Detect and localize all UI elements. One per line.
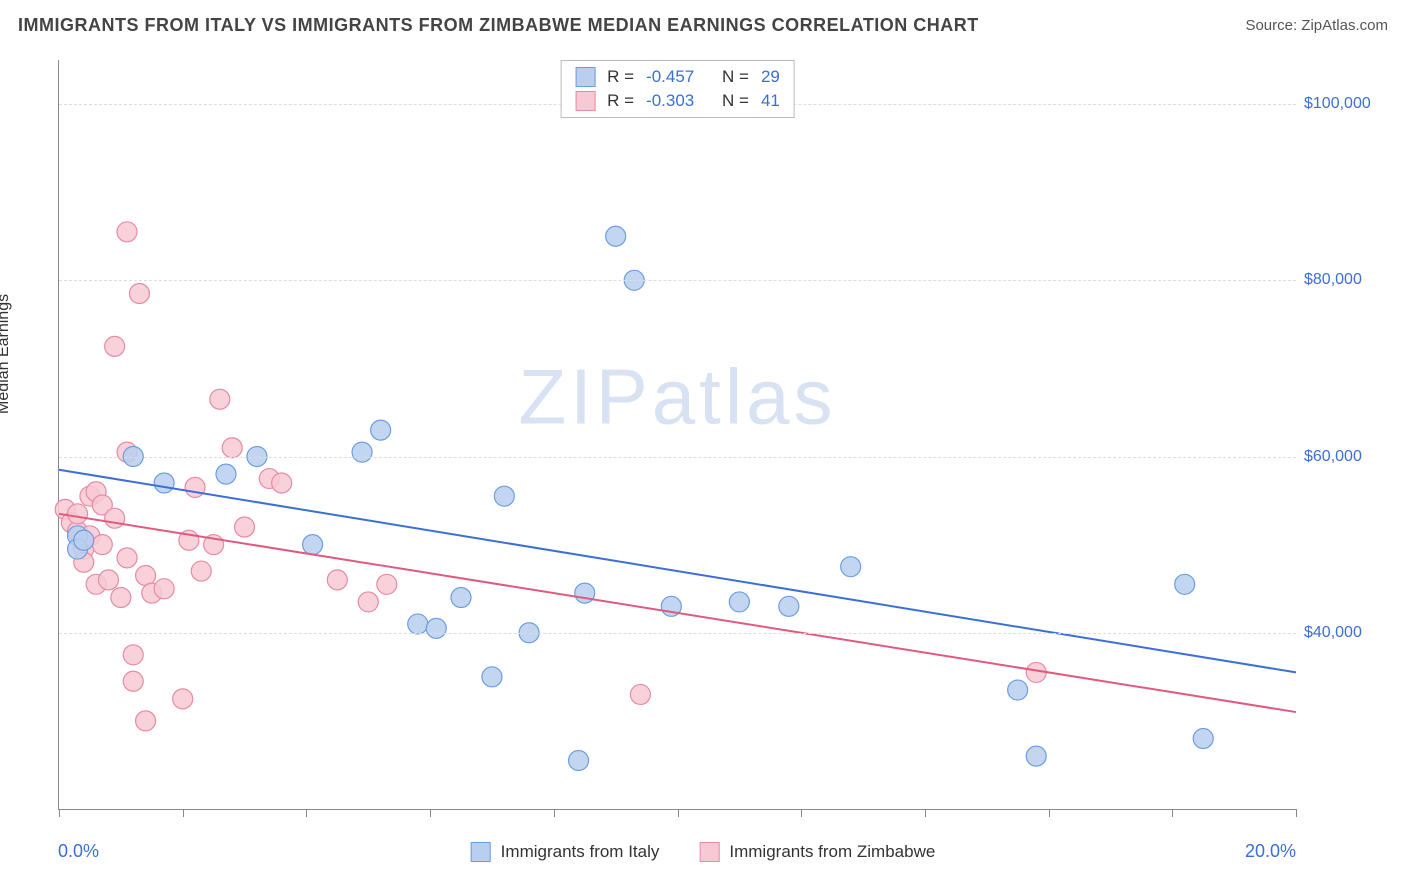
x-tick: [1172, 809, 1173, 817]
stat-r-label: R =: [607, 91, 634, 111]
scatter-point: [74, 530, 94, 550]
scatter-point: [494, 486, 514, 506]
scatter-point: [154, 579, 174, 599]
legend-swatch: [575, 67, 595, 87]
x-axis-min-label: 0.0%: [58, 841, 99, 862]
scatter-point: [105, 336, 125, 356]
y-tick-label: $60,000: [1304, 448, 1384, 466]
stat-r-value: -0.457: [646, 67, 710, 87]
gridline: [59, 457, 1296, 458]
x-tick: [1296, 809, 1297, 817]
x-axis-max-label: 20.0%: [1245, 841, 1296, 862]
scatter-point: [606, 226, 626, 246]
x-tick: [183, 809, 184, 817]
stat-r-value: -0.303: [646, 91, 710, 111]
legend-label: Immigrants from Italy: [501, 842, 660, 862]
regression-line: [59, 514, 1296, 712]
legend-label: Immigrants from Zimbabwe: [729, 842, 935, 862]
x-tick: [1049, 809, 1050, 817]
scatter-point: [377, 574, 397, 594]
scatter-point: [1008, 680, 1028, 700]
x-tick: [59, 809, 60, 817]
scatter-point: [117, 222, 137, 242]
scatter-point: [154, 473, 174, 493]
scatter-point: [303, 535, 323, 555]
y-tick-label: $40,000: [1304, 624, 1384, 642]
scatter-point: [222, 438, 242, 458]
scatter-point: [729, 592, 749, 612]
scatter-point: [123, 671, 143, 691]
scatter-point: [191, 561, 211, 581]
scatter-point: [173, 689, 193, 709]
scatter-point: [111, 588, 131, 608]
scatter-point: [92, 535, 112, 555]
scatter-point: [327, 570, 347, 590]
x-tick: [801, 809, 802, 817]
scatter-point: [136, 565, 156, 585]
legend-swatch: [575, 91, 595, 111]
y-axis-label: Median Earnings: [0, 294, 13, 414]
source-attribution: Source: ZipAtlas.com: [1245, 17, 1388, 34]
scatter-point: [185, 477, 205, 497]
scatter-point: [1193, 729, 1213, 749]
x-tick: [430, 809, 431, 817]
scatter-point: [98, 570, 118, 590]
scatter-point: [841, 557, 861, 577]
regression-line: [59, 470, 1296, 673]
svg-layer: [59, 60, 1296, 809]
x-tick: [925, 809, 926, 817]
stat-r-label: R =: [607, 67, 634, 87]
scatter-point: [1175, 574, 1195, 594]
scatter-point: [482, 667, 502, 687]
scatter-point: [136, 711, 156, 731]
scatter-point: [779, 596, 799, 616]
plot-area: ZIPatlas R =-0.457N =29R =-0.303N =41 $4…: [58, 60, 1296, 810]
scatter-point: [451, 588, 471, 608]
legend-swatch: [471, 842, 491, 862]
series-legend: Immigrants from Italy Immigrants from Zim…: [471, 842, 936, 862]
scatter-point: [68, 504, 88, 524]
legend-item: Immigrants from Zimbabwe: [699, 842, 935, 862]
scatter-point: [426, 618, 446, 638]
x-tick: [306, 809, 307, 817]
scatter-point: [408, 614, 428, 634]
scatter-point: [272, 473, 292, 493]
y-tick-label: $100,000: [1304, 95, 1384, 113]
scatter-point: [210, 389, 230, 409]
gridline: [59, 633, 1296, 634]
correlation-chart: Median Earnings ZIPatlas R =-0.457N =29R…: [12, 50, 1394, 880]
scatter-point: [358, 592, 378, 612]
x-tick: [678, 809, 679, 817]
stat-n-label: N =: [722, 67, 749, 87]
scatter-point: [216, 464, 236, 484]
scatter-point: [117, 548, 137, 568]
legend-swatch: [699, 842, 719, 862]
gridline: [59, 280, 1296, 281]
stat-n-value: 41: [761, 91, 780, 111]
scatter-point: [569, 751, 589, 771]
scatter-point: [123, 645, 143, 665]
y-tick-label: $80,000: [1304, 271, 1384, 289]
scatter-point: [1026, 746, 1046, 766]
stat-row: R = -0.457 N = 29: [575, 67, 780, 87]
legend-item: Immigrants from Italy: [471, 842, 660, 862]
scatter-point: [371, 420, 391, 440]
stats-legend: R = -0.457 N = 29 R = -0.303 N = 41: [560, 60, 795, 118]
scatter-point: [105, 508, 125, 528]
scatter-point: [129, 284, 149, 304]
stat-row: R = -0.303 N = 41: [575, 91, 780, 111]
scatter-point: [235, 517, 255, 537]
page-title: IMMIGRANTS FROM ITALY VS IMMIGRANTS FROM…: [18, 15, 979, 36]
scatter-point: [352, 442, 372, 462]
scatter-point: [630, 684, 650, 704]
stat-n-label: N =: [722, 91, 749, 111]
x-tick: [554, 809, 555, 817]
stat-n-value: 29: [761, 67, 780, 87]
